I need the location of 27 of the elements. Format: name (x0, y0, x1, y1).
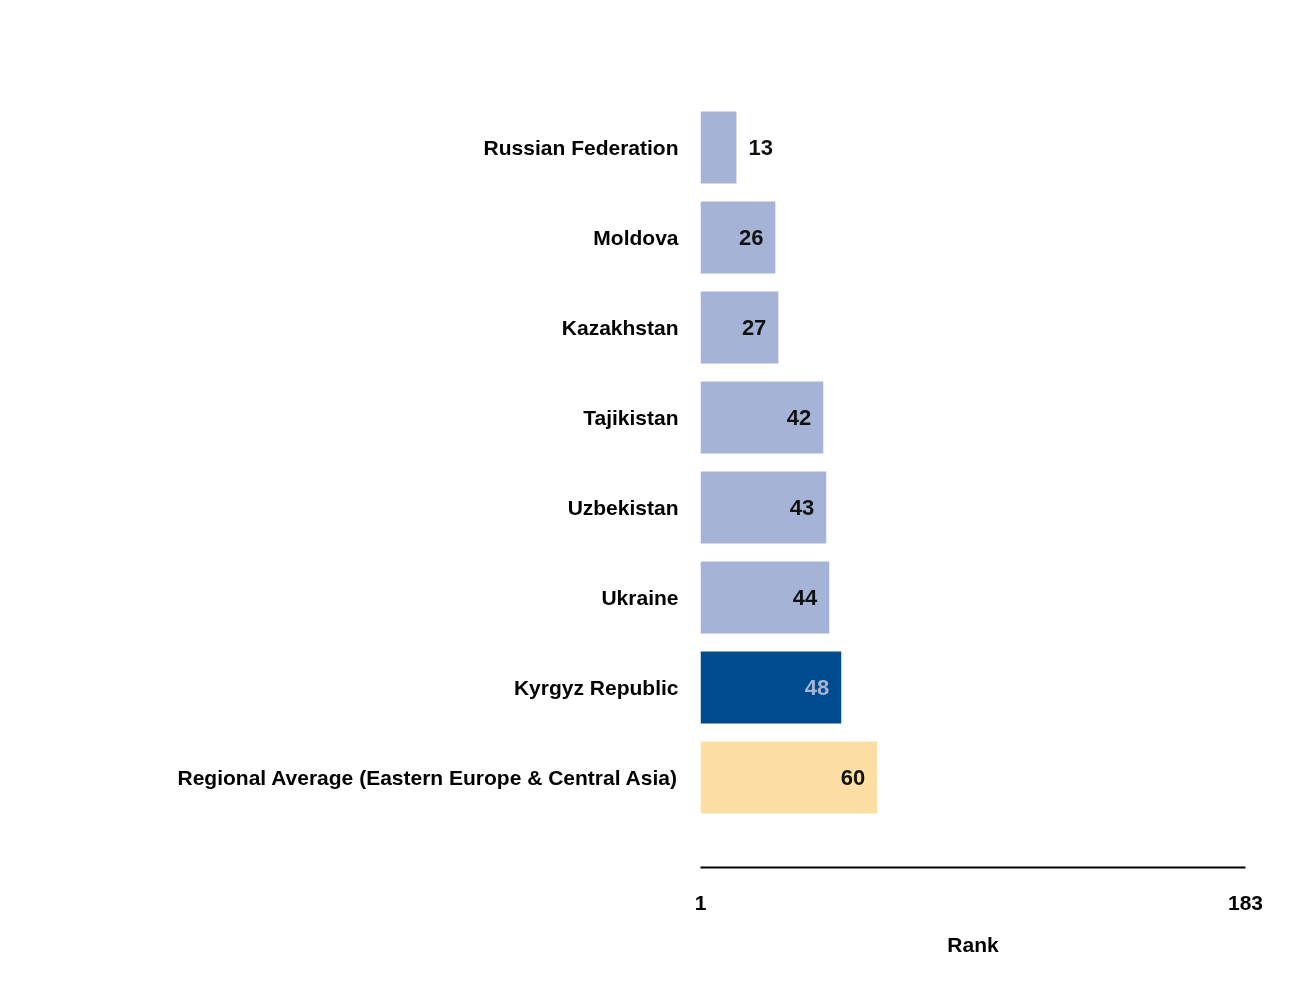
y-tick-label: Kazakhstan (561, 316, 679, 339)
y-tick-label: Tajikistan (583, 406, 679, 429)
bar (700, 741, 878, 814)
data-label: 26 (738, 225, 764, 250)
y-tick-label: Regional Average (Eastern Europe & Central Asia) (177, 766, 677, 789)
data-label: 43 (789, 495, 815, 520)
bar (700, 381, 824, 454)
bar (700, 651, 842, 724)
data-label: 13 (748, 135, 773, 160)
bar (700, 561, 830, 634)
data-label: 42 (786, 405, 812, 430)
bar (700, 471, 827, 544)
y-tick-label: Kyrgyz Republic (513, 676, 679, 699)
x-tick-label: 1 (694, 890, 707, 914)
y-tick-label: Moldova (593, 226, 679, 249)
x-tick-label: 183 (1227, 890, 1264, 914)
data-label: 60 (840, 765, 866, 790)
bar (700, 111, 737, 184)
data-label: 27 (741, 315, 767, 340)
data-label: 48 (804, 675, 830, 700)
bar (700, 291, 779, 364)
x-axis-title: Rank (947, 932, 999, 956)
data-label: 44 (792, 585, 819, 610)
y-tick-label: Ukraine (601, 586, 679, 609)
y-tick-label: Uzbekistan (567, 496, 679, 519)
bar (700, 201, 776, 274)
y-tick-label: Russian Federation (483, 136, 679, 159)
